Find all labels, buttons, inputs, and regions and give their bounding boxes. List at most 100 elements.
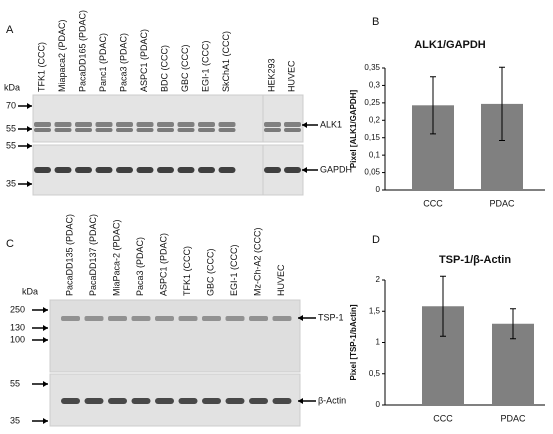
kda-label: kDa [22,286,38,296]
band [75,128,92,132]
lane-label: HEK293 [266,58,276,92]
marker-label: 250 [10,304,25,314]
lane-label: Mz-Ch-A2 (CCC) [252,227,262,296]
panel-letter: C [6,238,14,250]
band [34,128,51,132]
lane-label: EGI-1 (CCC) [229,244,239,296]
band [54,122,72,127]
band [34,122,51,127]
band [157,167,174,173]
band [157,128,174,132]
protein-label: ALK1 [320,119,342,129]
lane-label: TFK1 (CCC) [182,246,192,296]
band [284,167,301,173]
band [75,122,92,127]
protein-arrow-head [302,167,307,173]
band [272,316,292,321]
chart-title: ALK1/GAPDH [414,39,486,51]
y-tick-label: 2 [376,275,381,284]
band [136,128,154,132]
panel-letter: B [372,16,379,28]
blot-membrane [32,94,264,143]
marker-arrow-head [27,181,32,187]
band [54,128,72,132]
band [136,167,154,173]
y-tick-label: 1,5 [369,306,381,315]
error-bar [499,66,505,142]
y-tick-label: 0,05 [364,168,380,177]
lane-label: EGI-1 (CCC) [200,40,210,92]
x-tick-label: CCC [433,413,453,423]
marker-label: 100 [10,334,25,344]
band [155,398,174,404]
band [116,128,133,132]
marker-label: 35 [10,415,20,425]
y-tick-label: 0,35 [364,63,380,72]
band [249,398,268,404]
marker-arrow-head [43,418,48,424]
panel-letter: D [372,234,380,246]
band [131,398,151,404]
band [136,122,154,127]
panel-letter: A [6,24,14,36]
band [177,122,195,127]
error-bar [430,76,436,135]
protein-label: GAPDH [320,164,352,174]
band [155,316,174,321]
band [116,122,133,127]
lane-label: GBC (CCC) [205,249,215,297]
band [178,398,198,404]
lane-label: ASPC1 (PDAC) [139,29,149,92]
protein-arrow-head [302,122,307,128]
band [249,316,268,321]
marker-label: 55 [6,140,16,150]
band [198,128,215,132]
y-axis-label: Pixel [ALK1/GAPDH] [349,90,358,169]
band [264,167,281,173]
band [75,167,92,173]
band [198,122,215,127]
band [84,316,104,321]
band [177,128,195,132]
band [264,128,281,132]
lane-label: PacaDD137 (PDAC) [88,214,98,296]
blot-membrane [49,299,301,373]
band [108,316,127,321]
protein-arrow-head [298,398,303,404]
band [284,122,301,127]
lane-label: PacaDD165 (PDAC) [77,10,87,92]
protein-label: TSP-1 [318,312,344,322]
band [34,167,51,173]
marker-arrow-head [27,103,32,109]
error-bar [510,308,516,340]
error-bar [440,275,446,337]
lane-label: HUVEC [286,60,296,92]
y-tick-label: 1 [376,338,381,347]
lane-label: MiaPaca-2 (PDAC) [111,219,121,296]
lane-label: ASPC1 (PDAC) [158,233,168,296]
lane-label: Paca3 (PDAC) [135,237,145,296]
y-tick-label: 0,25 [364,98,380,107]
band [178,316,198,321]
y-tick-label: 0,1 [369,150,381,159]
y-tick-label: 0,15 [364,133,380,142]
band [272,398,292,404]
band [95,122,113,127]
marker-label: 70 [6,100,16,110]
x-tick-label: CCC [423,198,443,208]
band [157,122,174,127]
protein-label: β-Actin [318,395,346,405]
blot-membrane [262,94,304,143]
band [218,122,236,127]
lane-label: GBC (CCC) [180,45,190,93]
band [84,398,104,404]
lane-label: Paca3 (PDAC) [118,33,128,92]
band [218,167,236,173]
x-tick-label: PDAC [489,198,515,208]
lane-label: TFK1 (CCC) [36,42,46,92]
marker-arrow-head [43,337,48,343]
marker-label: 55 [10,378,20,388]
band [284,128,301,132]
lane-label: Panc1 (PDAC) [98,33,108,92]
